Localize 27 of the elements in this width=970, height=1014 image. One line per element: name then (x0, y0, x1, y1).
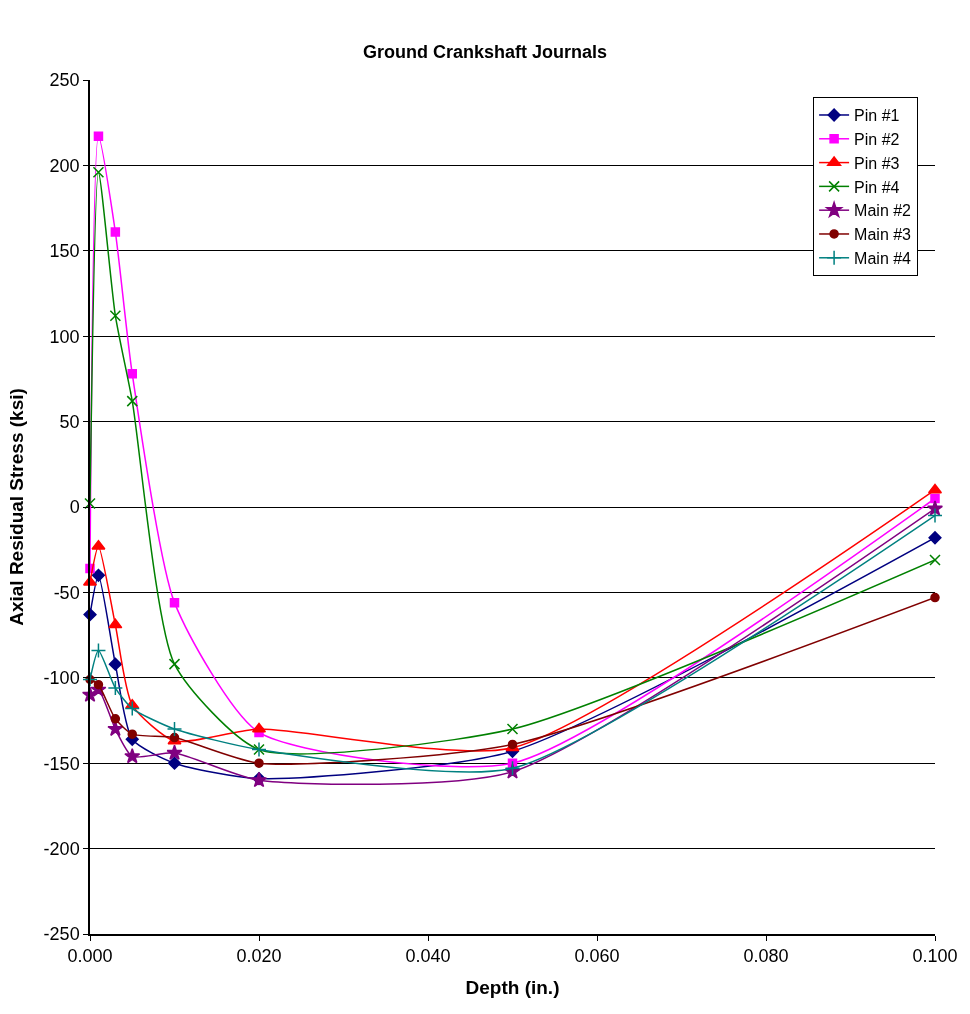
y-tick-label: -250 (43, 924, 80, 945)
chart-title: Ground Crankshaft Journals (362, 42, 608, 63)
y-tick-label: 50 (59, 411, 80, 432)
y-tick-label: 150 (49, 241, 80, 262)
y-tick-label: -150 (43, 753, 80, 774)
y-tick-label: -50 (53, 582, 80, 603)
legend-label: Pin #4 (854, 178, 900, 196)
legend-label: Pin #2 (854, 131, 900, 149)
x-tick-label: 0.060 (574, 946, 620, 967)
x-tick-label: 0.080 (743, 946, 789, 967)
legend-label: Main #3 (854, 226, 912, 244)
x-tick-label: 0.100 (912, 946, 958, 967)
x-tick-label: 0.020 (236, 946, 282, 967)
x-tick-label: 0.040 (405, 946, 451, 967)
y-tick-label: 200 (49, 155, 80, 176)
x-tick-label: 0.000 (67, 946, 113, 967)
y-tick-label: -100 (43, 668, 80, 689)
legend-label: Main #4 (854, 250, 912, 268)
y-axis-title: Axial Residual Stress (ksi) (5, 388, 27, 626)
x-axis-title: Depth (in.) (465, 976, 560, 998)
y-tick-label: 100 (49, 326, 80, 347)
legend-label: Main #2 (854, 202, 912, 220)
y-tick-label: -200 (43, 838, 80, 859)
y-tick-label: 0 (69, 497, 80, 518)
legend-label: Pin #3 (854, 154, 900, 172)
y-tick-label: 250 (49, 70, 80, 91)
legend-label: Pin #1 (854, 107, 900, 125)
